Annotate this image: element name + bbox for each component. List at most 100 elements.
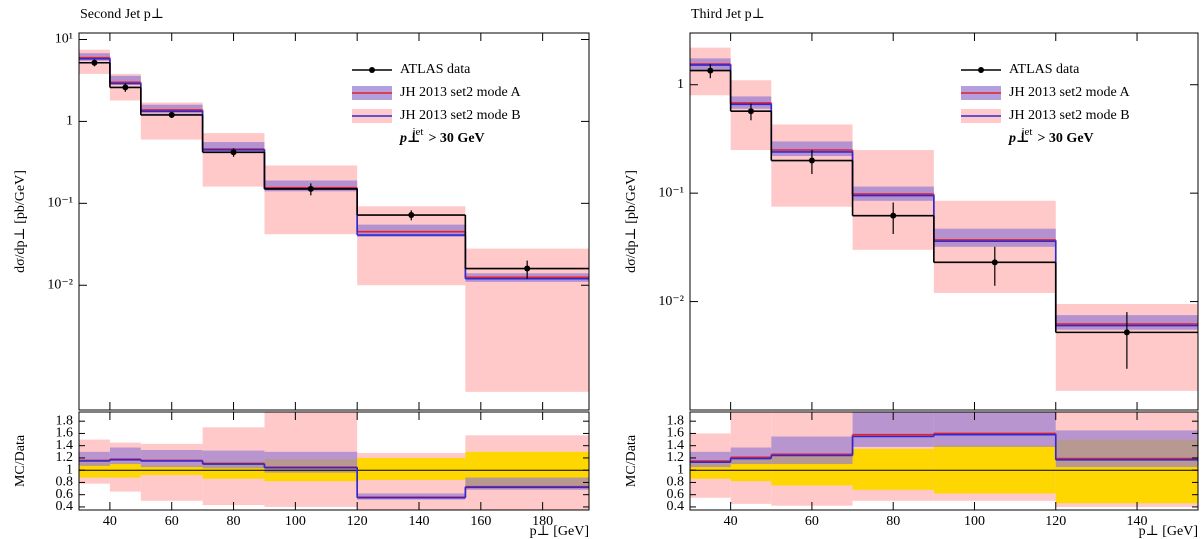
ratio-frame [78,411,590,511]
annotation-symbol: p⊥ [1008,131,1029,146]
x-axis-label: p⊥ [GeV] [1139,524,1198,539]
ratio-plot [690,412,1198,507]
ratio-y-tick-label: 1.6 [56,426,74,441]
x-tick-label: 60 [165,514,179,529]
chart-title: Second Jet p⊥ [80,7,164,22]
y-tick-label: 10⁻¹ [47,196,73,211]
y-tick-label: 10⁻¹ [658,185,684,200]
ratio-band [109,447,141,465]
data-point [307,185,314,192]
x-tick-label: 140 [409,514,430,529]
ratio-y-tick-label: 0.4 [667,499,685,514]
data-point [707,67,714,74]
ratio-y-tick-label: 1.8 [667,413,685,428]
ratio-y-tick-label: 1.4 [56,438,74,453]
annotation-text: > 30 GeV [1037,131,1093,146]
x-tick-label: 120 [1045,514,1066,529]
uncertainty-band [202,133,265,187]
uncertainty-band [357,224,466,237]
x-tick-label: 180 [532,514,553,529]
main-plot [79,49,589,392]
y-tick-label: 1 [66,114,73,129]
data-point [1123,329,1130,336]
ratio-y-axis-label: MC/Data [624,434,639,487]
legend-label: ATLAS data [1009,62,1080,77]
y-tick-label: 10⁻² [658,294,684,309]
ratio-band [852,448,934,490]
uncertainty-band [202,142,265,152]
ratio-plot [79,412,589,510]
uncertainty-band [109,75,141,85]
x-tick-label: 40 [103,514,117,529]
x-tick-label: 160 [470,514,491,529]
ratio-band [933,412,1056,447]
chart-title: Third Jet p⊥ [691,7,765,22]
data-point [747,108,754,115]
uncertainty-band [140,104,203,114]
y-tick-label: 10¹ [55,32,73,47]
data-point [524,265,531,272]
x-tick-label: 100 [964,514,985,529]
annotation-symbol: p⊥ [399,131,420,146]
x-tick-label: 100 [285,514,306,529]
uncertainty-band [933,228,1056,247]
ratio-y-tick-label: 1.8 [56,413,74,428]
x-tick-label: 80 [227,514,241,529]
x-tick-label: 80 [886,514,900,529]
ratio-y-tick-label: 1 [677,462,684,477]
ratio-band [357,457,466,480]
annotation-superscript: jet [1020,126,1032,138]
legend-label: JH 2013 set2 mode B [1009,108,1130,123]
ratio-band [140,449,203,468]
ratio-y-tick-label: 1 [66,462,73,477]
ratio-y-tick-label: 1.6 [667,426,685,441]
uncertainty-band [264,165,358,235]
ratio-band [79,451,110,466]
data-point [230,149,237,156]
data-point [991,259,998,266]
data-point [91,59,98,66]
ratio-y-axis-label: MC/Data [13,434,28,487]
annotation: p⊥jet > 30 GeV [399,126,485,147]
x-tick-label: 40 [724,514,738,529]
ratio-band [1055,430,1198,468]
data-point [890,212,897,219]
ratio-band [202,450,265,469]
y-tick-label: 10⁻² [47,277,73,292]
x-axis-label: p⊥ [GeV] [530,524,589,539]
legend-label: JH 2013 set2 mode A [400,85,521,100]
plot-frame [689,32,1199,411]
main-plot [690,47,1198,391]
legend-dot [369,67,375,73]
ratio-band [264,451,358,473]
ratio-y-tick-label: 1.4 [667,438,685,453]
data-point [808,157,815,164]
ratio-band [690,451,731,468]
legend-label: ATLAS data [400,62,471,77]
ratio-band [730,447,772,465]
ratio-y-tick-label: 1.2 [56,450,74,465]
ratio-band [933,445,1056,494]
data-point [122,84,129,91]
legend-label: JH 2013 set2 mode A [1009,85,1130,100]
y-axis-label: dσ/dp⊥ [pb/GeV] [13,170,28,273]
ratio-y-tick-label: 0.8 [56,475,74,490]
data-point [408,212,415,219]
x-tick-label: 120 [347,514,368,529]
ratio-y-tick-label: 0.8 [667,475,685,490]
annotation-text: > 30 GeV [428,131,484,146]
x-tick-label: 60 [805,514,819,529]
x-tick-label: 140 [1127,514,1148,529]
ratio-frame [689,411,1199,511]
annotation-superscript: jet [411,126,423,138]
legend-dot [978,67,984,73]
ratio-band [771,436,853,465]
ratio-y-tick-label: 1.2 [667,450,685,465]
data-point [168,111,175,118]
ratio-y-tick-label: 0.6 [667,487,685,502]
annotation: p⊥jet > 30 GeV [1008,126,1094,147]
plot-frame [78,32,590,411]
legend-label: JH 2013 set2 mode B [400,108,521,123]
